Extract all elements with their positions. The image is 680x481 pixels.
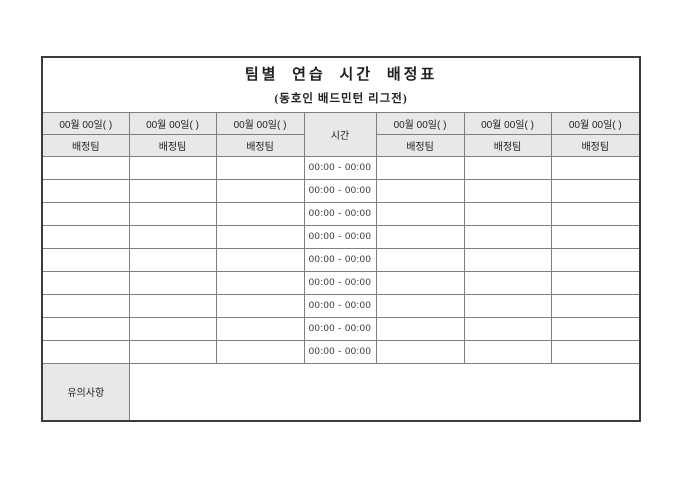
assignment-cell bbox=[41, 270, 130, 295]
time-slot-4: 00:00 - 00:00 bbox=[303, 224, 377, 249]
assignment-cell bbox=[375, 178, 465, 203]
assignment-cell bbox=[215, 224, 305, 249]
assignment-cell bbox=[128, 293, 217, 318]
date-header-6: 00월 00일( ) bbox=[550, 111, 641, 135]
assignment-cell bbox=[41, 155, 130, 180]
assignment-cell bbox=[550, 178, 641, 203]
assignment-cell bbox=[550, 270, 641, 295]
team-header-1: 배정팀 bbox=[41, 133, 130, 157]
assignment-cell bbox=[463, 247, 552, 272]
assignment-cell bbox=[375, 155, 465, 180]
assignment-cell bbox=[550, 339, 641, 364]
assignment-cell bbox=[128, 247, 217, 272]
notes-content bbox=[128, 362, 641, 422]
assignment-cell bbox=[215, 201, 305, 226]
time-slot-2: 00:00 - 00:00 bbox=[303, 178, 377, 203]
schedule-table: 팀별 연습 시간 배정표 (동호인 배드민턴 리그전) 00월 00일( ) 0… bbox=[41, 56, 642, 422]
team-header-6: 배정팀 bbox=[550, 133, 641, 157]
assignment-cell bbox=[215, 155, 305, 180]
assignment-cell bbox=[128, 316, 217, 341]
schedule-row-7: 00:00 - 00:00 bbox=[41, 293, 641, 318]
assignment-cell bbox=[375, 247, 465, 272]
assignment-cell bbox=[375, 201, 465, 226]
assignment-cell bbox=[463, 201, 552, 226]
assignment-cell bbox=[550, 201, 641, 226]
assignment-cell bbox=[375, 339, 465, 364]
schedule-row-1: 00:00 - 00:00 bbox=[41, 155, 641, 180]
title-row: 팀별 연습 시간 배정표 (동호인 배드민턴 리그전) bbox=[41, 56, 641, 113]
date-header-row: 00월 00일( ) 00월 00일( ) 00월 00일( ) 시간 00월 … bbox=[41, 111, 641, 157]
team-header-2: 배정팀 bbox=[128, 133, 217, 157]
time-column-header: 시간 bbox=[303, 111, 377, 157]
assignment-cell bbox=[41, 178, 130, 203]
assignment-cell bbox=[215, 270, 305, 295]
assignment-cell bbox=[375, 224, 465, 249]
date-header-3: 00월 00일( ) bbox=[215, 111, 305, 135]
assignment-cell bbox=[463, 339, 552, 364]
assignment-cell bbox=[215, 178, 305, 203]
date-header-2: 00월 00일( ) bbox=[128, 111, 217, 135]
time-slot-1: 00:00 - 00:00 bbox=[303, 155, 377, 180]
date-header-4: 00월 00일( ) bbox=[375, 111, 465, 135]
team-header-4: 배정팀 bbox=[375, 133, 465, 157]
assignment-cell bbox=[41, 316, 130, 341]
assignment-cell bbox=[463, 316, 552, 341]
assignment-cell bbox=[128, 155, 217, 180]
schedule-row-8: 00:00 - 00:00 bbox=[41, 316, 641, 341]
time-slot-3: 00:00 - 00:00 bbox=[303, 201, 377, 226]
assignment-cell bbox=[463, 270, 552, 295]
assignment-cell bbox=[215, 293, 305, 318]
date-header-5: 00월 00일( ) bbox=[463, 111, 552, 135]
assignment-cell bbox=[41, 224, 130, 249]
assignment-cell bbox=[550, 224, 641, 249]
assignment-cell bbox=[41, 247, 130, 272]
page-subtitle: (동호인 배드민턴 리그전) bbox=[274, 93, 408, 106]
assignment-cell bbox=[128, 339, 217, 364]
assignment-cell bbox=[550, 247, 641, 272]
assignment-cell bbox=[463, 178, 552, 203]
assignment-cell bbox=[550, 316, 641, 341]
schedule-row-5: 00:00 - 00:00 bbox=[41, 247, 641, 272]
time-slot-6: 00:00 - 00:00 bbox=[303, 270, 377, 295]
assignment-cell bbox=[41, 339, 130, 364]
schedule-row-4: 00:00 - 00:00 bbox=[41, 224, 641, 249]
assignment-cell bbox=[128, 224, 217, 249]
assignment-cell bbox=[215, 339, 305, 364]
assignment-cell bbox=[41, 201, 130, 226]
assignment-cell bbox=[215, 247, 305, 272]
assignment-cell bbox=[128, 270, 217, 295]
date-header-1: 00월 00일( ) bbox=[41, 111, 130, 135]
time-slot-9: 00:00 - 00:00 bbox=[303, 339, 377, 364]
team-header-3: 배정팀 bbox=[215, 133, 305, 157]
time-slot-7: 00:00 - 00:00 bbox=[303, 293, 377, 318]
assignment-cell bbox=[463, 293, 552, 318]
time-slot-8: 00:00 - 00:00 bbox=[303, 316, 377, 341]
schedule-row-9: 00:00 - 00:00 bbox=[41, 339, 641, 364]
schedule-row-6: 00:00 - 00:00 bbox=[41, 270, 641, 295]
assignment-cell bbox=[375, 293, 465, 318]
assignment-cell bbox=[550, 155, 641, 180]
time-slot-5: 00:00 - 00:00 bbox=[303, 247, 377, 272]
assignment-cell bbox=[463, 224, 552, 249]
assignment-cell bbox=[128, 201, 217, 226]
notes-header: 유의사항 bbox=[41, 362, 130, 422]
schedule-row-2: 00:00 - 00:00 bbox=[41, 178, 641, 203]
assignment-cell bbox=[375, 316, 465, 341]
schedule-row-3: 00:00 - 00:00 bbox=[41, 201, 641, 226]
assignment-cell bbox=[375, 270, 465, 295]
title-cell: 팀별 연습 시간 배정표 (동호인 배드민턴 리그전) bbox=[41, 56, 641, 113]
assignment-cell bbox=[41, 293, 130, 318]
team-header-5: 배정팀 bbox=[463, 133, 552, 157]
assignment-cell bbox=[128, 178, 217, 203]
assignment-cell bbox=[463, 155, 552, 180]
page-title: 팀별 연습 시간 배정표 bbox=[244, 67, 438, 84]
notes-row: 유의사항 bbox=[41, 362, 641, 422]
assignment-cell bbox=[550, 293, 641, 318]
assignment-cell bbox=[215, 316, 305, 341]
